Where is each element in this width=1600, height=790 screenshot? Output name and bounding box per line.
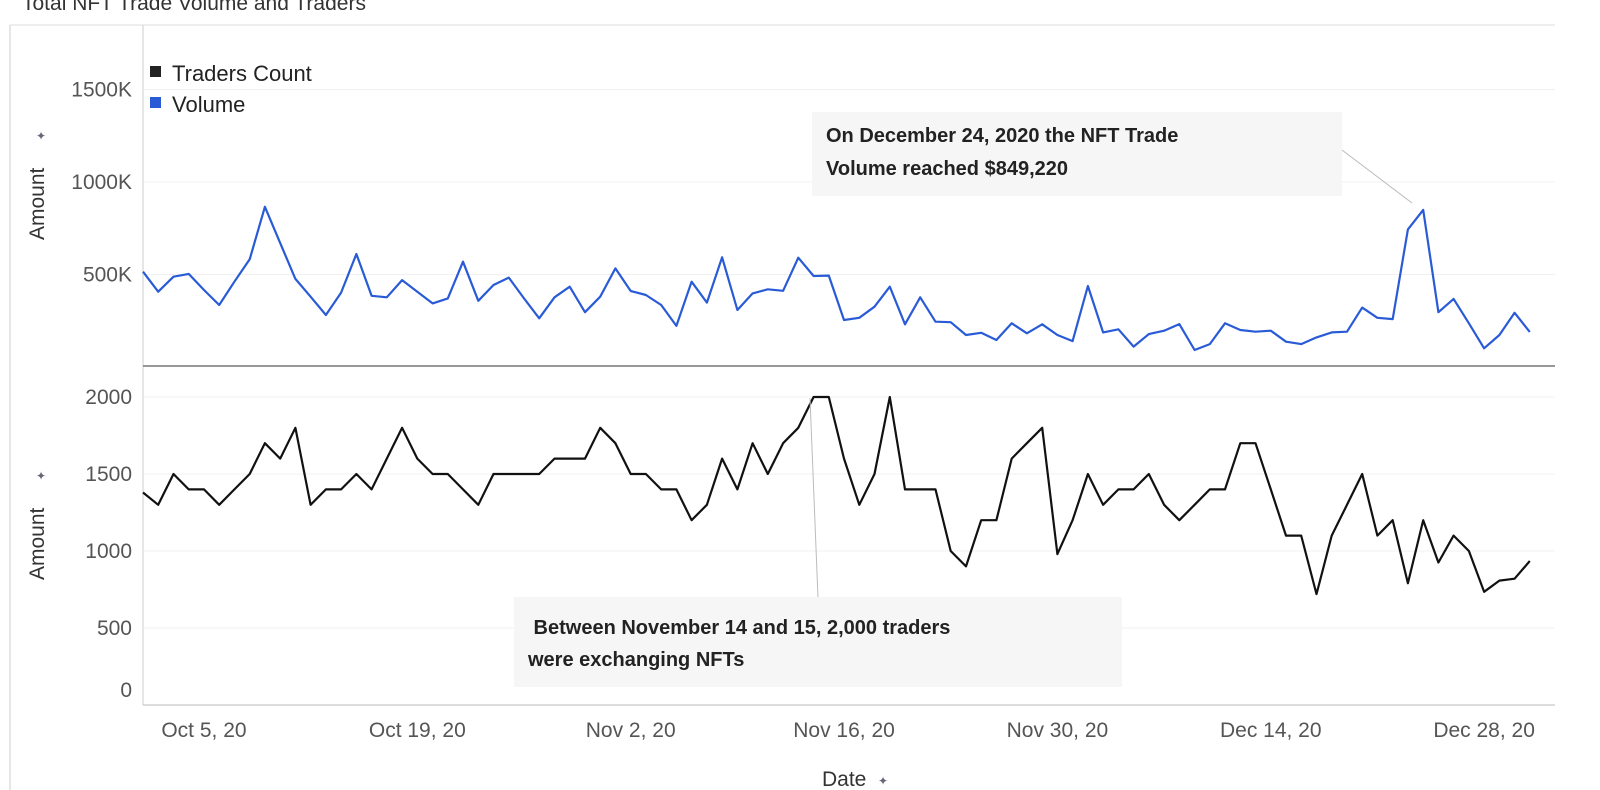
y-tick-label: 2000 xyxy=(85,386,132,409)
x-tick-label: Oct 5, 20 xyxy=(161,719,246,742)
x-tick-label: Oct 19, 20 xyxy=(369,719,466,742)
y-tick-label: 500 xyxy=(97,617,132,640)
x-tick-label: Dec 28, 20 xyxy=(1433,719,1535,742)
annotation-box xyxy=(812,112,1342,196)
annotation-volume-peak: On December 24, 2020 the NFT Trade Volum… xyxy=(812,112,1413,204)
y-tick-label: 1500K xyxy=(71,79,132,102)
y-tick-label: 1000K xyxy=(71,171,132,194)
annotation-traders-peak: Between November 14 and 15, 2,000 trader… xyxy=(514,397,1122,687)
legend-label-traders[interactable]: Traders Count xyxy=(172,61,312,86)
pin-icon[interactable]: ✦ xyxy=(36,129,46,143)
series-lines xyxy=(142,205,1531,596)
legend-label-volume[interactable]: Volume xyxy=(172,92,245,117)
volume-line xyxy=(142,205,1531,352)
traders-count-line xyxy=(142,395,1531,596)
y-axis-label-bottom[interactable]: Amount xyxy=(26,507,49,580)
x-tick-labels: Oct 5, 20 Oct 19, 20 Nov 2, 20 Nov 16, 20 No… xyxy=(161,719,1535,742)
annotation-connector xyxy=(809,397,819,599)
chart-title: Total NFT Trade Volume and Traders xyxy=(22,0,366,15)
legend: Traders Count Volume xyxy=(150,61,312,117)
y-tick-label: 500K xyxy=(83,264,132,287)
x-tick-label: Nov 30, 20 xyxy=(1007,719,1109,742)
annotation-text-line: On December 24, 2020 the NFT Trade xyxy=(826,125,1178,147)
x-tick-label: Nov 2, 20 xyxy=(586,719,676,742)
x-tick-label: Nov 16, 20 xyxy=(793,719,895,742)
legend-swatch-traders[interactable] xyxy=(150,66,161,77)
y-tick-labels: 500K 1000K 1500K 0 500 1000 1500 2000 xyxy=(71,79,132,703)
annotation-text-line: Volume reached $849,220 xyxy=(826,158,1068,180)
pin-icon[interactable]: ✦ xyxy=(36,469,46,483)
y-tick-label: 1500 xyxy=(85,463,132,486)
pin-icon[interactable]: ✦ xyxy=(878,774,888,788)
annotation-connector xyxy=(1341,149,1413,204)
x-tick-label: Dec 14, 20 xyxy=(1220,719,1322,742)
legend-swatch-volume[interactable] xyxy=(150,97,161,108)
y-tick-label: 1000 xyxy=(85,540,132,563)
y-axis-label-top[interactable]: Amount xyxy=(26,167,49,240)
annotation-box xyxy=(514,597,1122,687)
y-tick-label: 0 xyxy=(120,679,132,702)
x-axis-label[interactable]: Date xyxy=(822,768,866,790)
annotation-text-line: Between November 14 and 15, 2,000 trader… xyxy=(528,617,950,639)
annotation-text-line: were exchanging NFTs xyxy=(527,649,744,671)
